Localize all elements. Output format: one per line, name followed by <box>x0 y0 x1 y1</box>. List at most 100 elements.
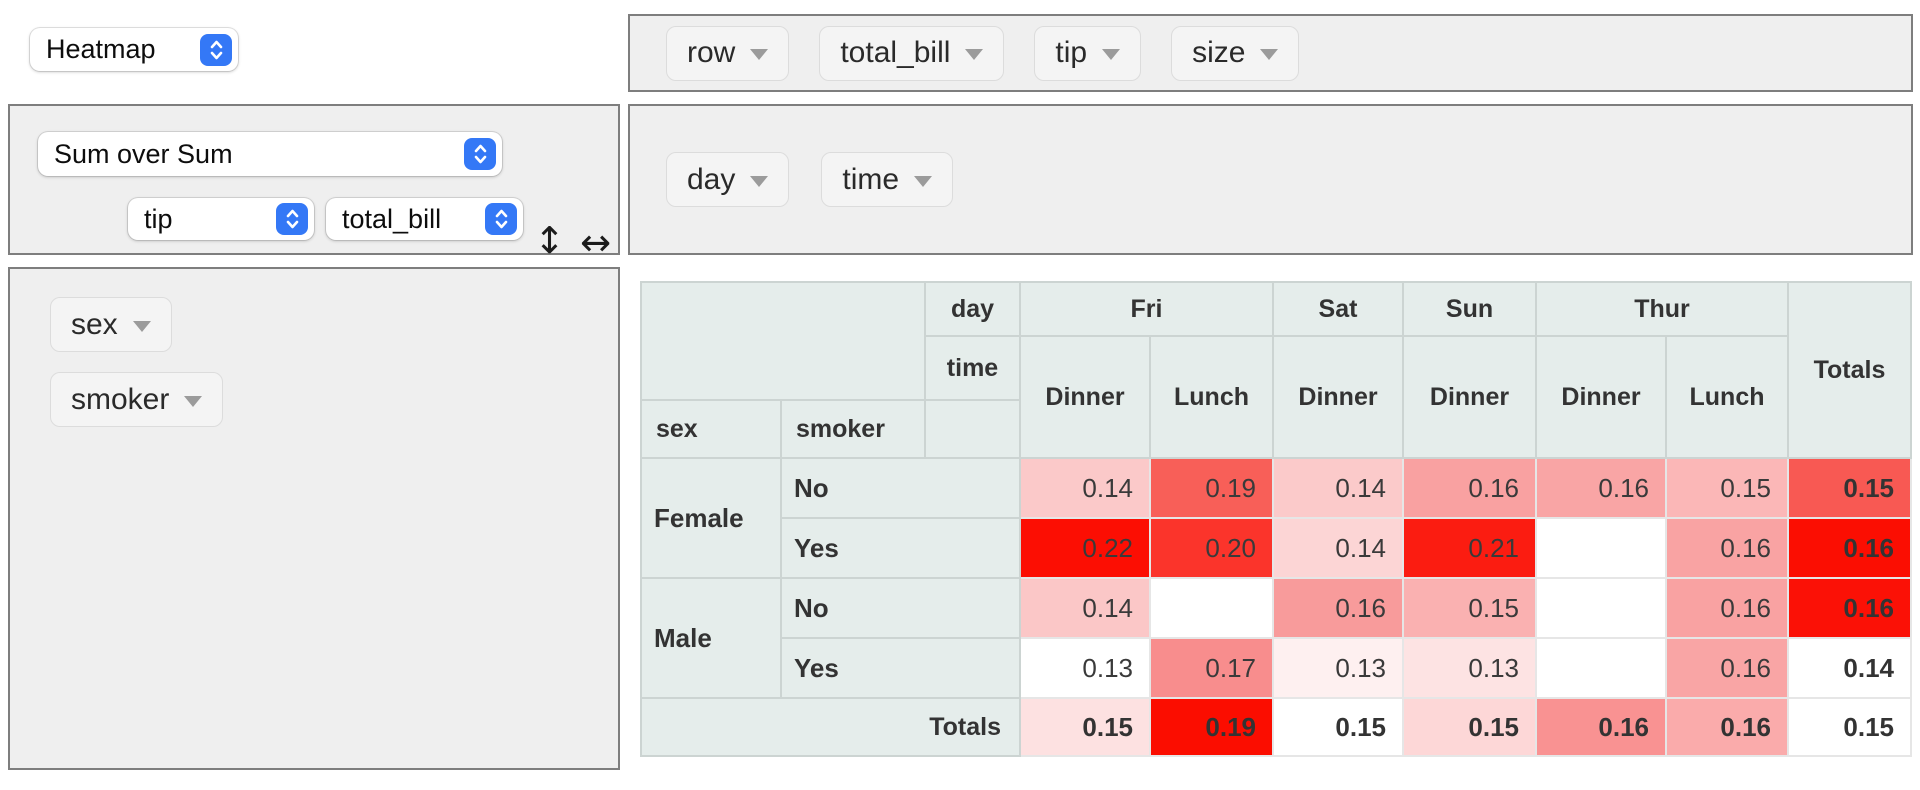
attr-pill-time[interactable]: time <box>821 152 954 207</box>
col-total-cell: 0.15 <box>1272 697 1404 757</box>
select-stepper-icon <box>200 33 232 66</box>
pivot-cell: 0.13 <box>1272 637 1404 699</box>
col-total-cell: 0.15 <box>1402 697 1537 757</box>
row-total-cell: 0.15 <box>1787 457 1912 519</box>
col-label-lunch: Lunch <box>1665 335 1789 459</box>
row-order-toggle-icon[interactable]: ↕ <box>534 219 566 262</box>
row-label-no: No <box>780 457 1021 519</box>
row-total-cell: 0.16 <box>1787 517 1912 579</box>
unused-attributes-dropzone[interactable]: row total_bill tip size <box>628 14 1913 92</box>
col-label-sat: Sat <box>1272 281 1404 337</box>
pivot-cell: 0.20 <box>1149 517 1274 579</box>
attr-pill-label: size <box>1192 36 1246 69</box>
dropdown-arrow-icon[interactable] <box>914 175 933 187</box>
row-label-no: No <box>780 577 1021 639</box>
pivot-cell: 0.15 <box>1665 457 1789 519</box>
row-axis-label-sex: sex <box>640 399 782 459</box>
pivot-header-row: sex smoker <box>640 399 1911 459</box>
col-total-cell: 0.15 <box>1019 697 1151 757</box>
pivot-table: day Fri Sat Sun Thur Totals time Dinner Lunch Din… <box>640 281 1912 757</box>
pivot-header-row: day Fri Sat Sun Thur Totals <box>640 281 1912 459</box>
col-label-thur: Thur <box>1535 281 1789 337</box>
col-label-lunch: Lunch <box>1149 335 1274 459</box>
col-order-toggle-icon[interactable]: ↔ <box>580 221 612 264</box>
dropdown-arrow-icon[interactable] <box>965 49 984 60</box>
attr-pill-label: row <box>687 36 736 69</box>
row-attributes-dropzone[interactable]: sex smoker <box>8 267 620 770</box>
pivot-cell: 0.14 <box>1019 577 1151 639</box>
col-label-dinner: Dinner <box>1019 335 1151 459</box>
pivot-data-row: Yes 0.13 0.17 0.13 0.13 0.16 0.14 <box>641 637 1912 699</box>
dropdown-arrow-icon[interactable] <box>1102 49 1121 60</box>
row-total-cell: 0.14 <box>1787 637 1912 699</box>
pivot-cell <box>1535 577 1667 639</box>
attr-pill-label: time <box>842 162 900 196</box>
dropdown-arrow-icon[interactable] <box>1260 49 1279 60</box>
pivot-cell: 0.16 <box>1272 577 1404 639</box>
pivot-header-row: time Dinner Lunch Dinner Dinner Dinner Lunch <box>641 335 1911 459</box>
col-label-dinner: Dinner <box>1272 335 1404 459</box>
pivot-totals-row: Totals 0.15 0.19 0.15 0.15 0.16 0.16 0.15 <box>640 697 1912 757</box>
aggregator-arg-value: tip <box>144 203 173 234</box>
pivot-cell <box>1535 637 1667 699</box>
col-label-sun: Sun <box>1402 281 1537 337</box>
attr-pill-smoker[interactable]: smoker <box>50 372 224 427</box>
renderer-select-value: Heatmap <box>46 34 156 64</box>
pivot-cell <box>1535 517 1667 579</box>
select-stepper-icon <box>485 203 517 235</box>
aggregator-arg-select-tip[interactable]: tip <box>128 198 314 240</box>
attr-pill-sex[interactable]: sex <box>50 297 172 352</box>
row-total-cell: 0.16 <box>1787 577 1912 639</box>
pivot-cell: 0.22 <box>1019 517 1151 579</box>
column-attributes-dropzone[interactable]: day time <box>628 104 1913 255</box>
attr-pill-total-bill[interactable]: total_bill <box>819 25 1005 81</box>
pivot-cell: 0.13 <box>1402 637 1537 699</box>
pivot-cell: 0.14 <box>1272 517 1404 579</box>
pivot-cell: 0.21 <box>1402 517 1537 579</box>
col-axis-label-time: time <box>924 335 1021 401</box>
pivot-cell: 0.17 <box>1149 637 1274 699</box>
pivot-cell: 0.15 <box>1402 577 1537 639</box>
dropdown-arrow-icon[interactable] <box>184 395 203 407</box>
row-axis-label-smoker: smoker <box>780 399 926 459</box>
pivot-cell: 0.16 <box>1535 457 1667 519</box>
pivot-cell: 0.13 <box>1019 637 1151 699</box>
row-label-yes: Yes <box>780 637 1021 699</box>
col-label-dinner: Dinner <box>1402 335 1537 459</box>
pivot-cell: 0.14 <box>1272 457 1404 519</box>
dropdown-arrow-icon[interactable] <box>750 175 769 187</box>
col-label-fri: Fri <box>1019 281 1274 337</box>
col-axis-label-day: day <box>924 281 1021 337</box>
dropdown-arrow-icon[interactable] <box>132 320 151 332</box>
row-totals-header: Totals <box>1787 281 1912 459</box>
col-total-cell: 0.16 <box>1665 697 1789 757</box>
renderer-select[interactable]: Heatmap <box>30 28 238 71</box>
aggregator-select[interactable]: Sum over Sum <box>38 132 502 176</box>
pivot-cell: 0.16 <box>1665 517 1789 579</box>
col-label-dinner: Dinner <box>1535 335 1667 459</box>
row-label-yes: Yes <box>780 517 1021 579</box>
attr-pill-label: tip <box>1055 36 1088 69</box>
pivot-blank-corner <box>640 281 926 401</box>
col-totals-label: Totals <box>640 697 1021 757</box>
attr-pill-day[interactable]: day <box>666 152 790 207</box>
pivot-data-row: Female No 0.14 0.19 0.14 0.16 0.16 0.15 0.15 <box>640 457 1912 579</box>
attr-pill-row[interactable]: row <box>666 25 790 81</box>
attr-pill-label: sex <box>71 307 118 341</box>
pivot-blank-cell <box>924 399 1021 459</box>
pivot-cell: 0.16 <box>1665 637 1789 699</box>
attr-pill-label: day <box>687 162 736 196</box>
aggregator-arg-select-total-bill[interactable]: total_bill <box>326 198 523 240</box>
aggregator-select-value: Sum over Sum <box>54 138 233 169</box>
attr-pill-label: total_bill <box>840 36 951 69</box>
select-stepper-icon <box>464 138 496 170</box>
aggregator-arg-value: total_bill <box>342 203 442 234</box>
attr-pill-tip[interactable]: tip <box>1034 25 1142 81</box>
row-group-label-female: Female <box>640 457 782 579</box>
dropdown-arrow-icon[interactable] <box>750 49 769 60</box>
select-stepper-icon <box>276 203 308 235</box>
grand-total-cell: 0.15 <box>1787 697 1912 757</box>
attr-pill-size[interactable]: size <box>1171 25 1300 81</box>
pivot-cell: 0.16 <box>1665 577 1789 639</box>
pivot-cell: 0.19 <box>1149 457 1274 519</box>
